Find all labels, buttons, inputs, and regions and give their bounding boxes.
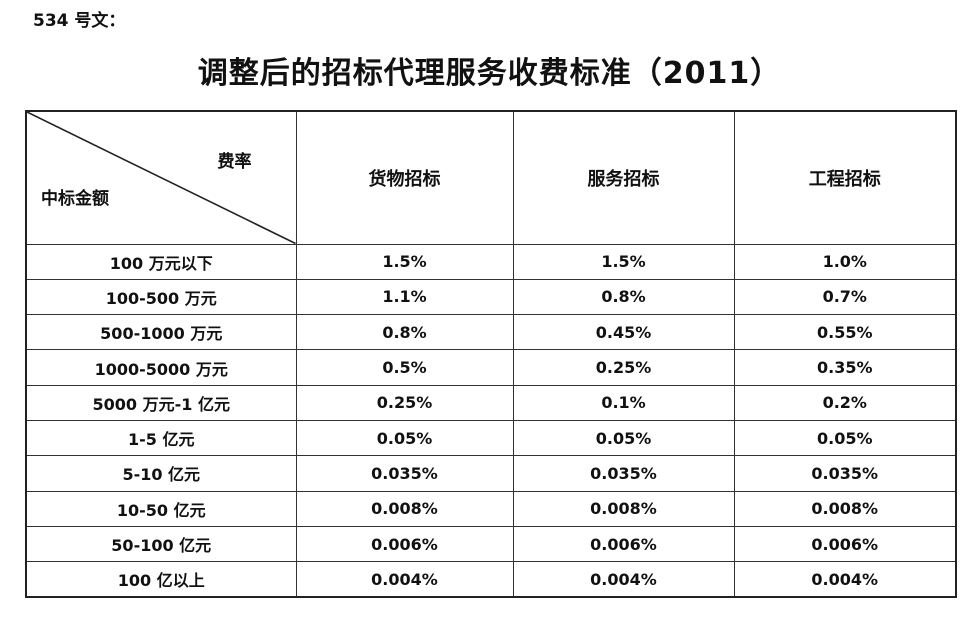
fee-value: 0.035% (295, 455, 514, 492)
fee-value: 0.004% (733, 561, 957, 598)
fee-value: 0.05% (733, 419, 957, 457)
fee-value: 0.008% (733, 490, 957, 527)
row-label: 5000 万元-1 亿元 (25, 384, 297, 421)
row-label: 1000-5000 万元 (25, 349, 297, 386)
corner-cell: 费率 中标金额 (25, 110, 297, 245)
table-row: 5-10 亿元 0.035% 0.035% 0.035% (25, 455, 957, 492)
row-label: 1-5 亿元 (25, 419, 297, 457)
fee-value: 0.05% (512, 419, 735, 457)
table-row: 10-50 亿元 0.008% 0.008% 0.008% (25, 490, 957, 527)
table-row: 1000-5000 万元 0.5% 0.25% 0.35% (25, 349, 957, 386)
page-title: 调整后的招标代理服务收费标准（2011） (197, 56, 782, 91)
fee-value: 0.004% (512, 561, 735, 598)
fee-value: 0.2% (733, 384, 957, 421)
fee-value: 0.05% (295, 419, 514, 457)
column-header-services: 服务招标 (512, 110, 735, 245)
fee-value: 0.006% (512, 525, 735, 563)
fee-value: 1.5% (295, 243, 514, 280)
row-label: 100-500 万元 (25, 278, 297, 316)
fee-value: 0.35% (733, 349, 957, 386)
fee-value: 0.035% (733, 455, 957, 492)
table-row: 100-500 万元 1.1% 0.8% 0.7% (25, 278, 957, 316)
table-row: 100 万元以下 1.5% 1.5% 1.0% (25, 243, 957, 280)
fee-value: 0.006% (733, 525, 957, 563)
fee-value: 0.25% (512, 349, 735, 386)
fee-value: 1.1% (295, 278, 514, 316)
fee-value: 0.004% (295, 561, 514, 598)
table-row: 1-5 亿元 0.05% 0.05% 0.05% (25, 419, 957, 457)
fee-value: 0.8% (512, 278, 735, 316)
fee-value: 0.7% (733, 278, 957, 316)
corner-label-fee-rate: 费率 (217, 152, 252, 172)
table-row: 5000 万元-1 亿元 0.25% 0.1% 0.2% (25, 384, 957, 421)
fee-value: 0.008% (512, 490, 735, 527)
row-label: 50-100 亿元 (25, 525, 297, 563)
fee-value: 0.008% (295, 490, 514, 527)
fee-value: 0.25% (295, 384, 514, 421)
table-row: 500-1000 万元 0.8% 0.45% 0.55% (25, 314, 957, 351)
header-row: 费率 中标金额 货物招标 服务招标 工程招标 (25, 110, 957, 245)
row-label: 5-10 亿元 (25, 455, 297, 492)
fee-table: 费率 中标金额 货物招标 服务招标 工程招标 100 万元以下 1.5% 1.5… (25, 110, 957, 598)
row-label: 100 亿以上 (25, 561, 297, 598)
fee-value: 1.5% (512, 243, 735, 280)
fee-value: 0.55% (733, 314, 957, 351)
fee-value: 0.45% (512, 314, 735, 351)
column-header-goods: 货物招标 (295, 110, 514, 245)
fee-value: 1.0% (733, 243, 957, 280)
row-label: 10-50 亿元 (25, 490, 297, 527)
fee-value: 0.035% (512, 455, 735, 492)
column-header-engineering: 工程招标 (733, 110, 957, 245)
row-label: 100 万元以下 (25, 243, 297, 280)
fee-value: 0.8% (295, 314, 514, 351)
row-label: 500-1000 万元 (25, 314, 297, 351)
table-row: 100 亿以上 0.004% 0.004% 0.004% (25, 561, 957, 598)
doc-number-label: 534 号文： (33, 11, 126, 31)
corner-label-award-amount: 中标金额 (41, 188, 109, 209)
table-row: 50-100 亿元 0.006% 0.006% 0.006% (25, 525, 957, 563)
diagonal-divider-line (27, 112, 296, 244)
fee-value: 0.006% (295, 525, 514, 563)
fee-value: 0.5% (295, 349, 514, 386)
fee-value: 0.1% (512, 384, 735, 421)
